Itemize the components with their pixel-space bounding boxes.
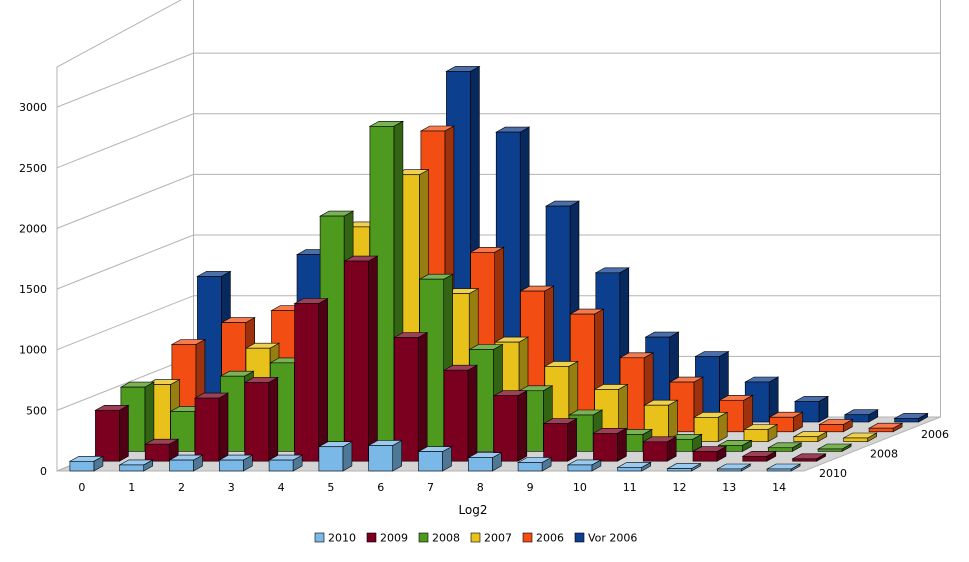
bar (118, 459, 154, 472)
legend-label: 2010 (328, 532, 356, 545)
depth-label: 2006 (921, 428, 949, 441)
legend-swatch (522, 532, 533, 543)
legend-swatch (470, 532, 481, 543)
x-tick-label: 9 (527, 481, 534, 494)
bar (492, 390, 528, 462)
x-tick-label: 4 (278, 481, 285, 494)
gridline (56, 113, 941, 169)
bar (417, 446, 453, 472)
bar (542, 418, 578, 462)
bar (767, 442, 803, 452)
x-tick-label: 14 (772, 481, 786, 494)
bar (867, 422, 904, 433)
bar (293, 297, 329, 462)
bar (667, 433, 703, 452)
bar (816, 443, 853, 452)
x-tick-label: 5 (327, 481, 334, 494)
legend-item: 2009 (366, 532, 408, 545)
legend-swatch (366, 532, 377, 543)
x-tick-label: 2 (178, 481, 185, 494)
bar (442, 364, 479, 462)
gridline (56, 52, 941, 108)
legend-label: Vor 2006 (588, 532, 637, 545)
legend-label: 2007 (484, 532, 512, 545)
x-tick-label: 13 (722, 481, 736, 494)
legend-label: 2006 (536, 532, 564, 545)
bar (642, 436, 678, 462)
x-tick-label: 6 (377, 481, 384, 494)
bar (144, 438, 180, 462)
x-tick-label: 7 (427, 481, 434, 494)
chart-bars (68, 65, 929, 472)
bar (317, 441, 354, 472)
legend-swatch (418, 532, 429, 543)
y-tick-label: 0 (40, 465, 47, 478)
y-tick-label: 500 (26, 404, 47, 417)
bar (467, 452, 503, 472)
bar (792, 431, 828, 443)
x-tick-label: 3 (228, 481, 235, 494)
bar (566, 459, 603, 472)
legend-item: 2008 (418, 532, 460, 545)
bar (843, 409, 879, 423)
legend-label: 2008 (432, 532, 460, 545)
bar (393, 331, 429, 462)
bar (168, 454, 204, 472)
y-tick-label: 1500 (19, 283, 47, 296)
bar (94, 404, 130, 462)
bar (218, 454, 254, 472)
bar (643, 399, 679, 443)
bar (516, 456, 553, 472)
bar (791, 453, 827, 462)
bar (193, 392, 230, 462)
gridline (56, 295, 941, 351)
legend: 2010 2009 2008 2007 2006 Vor 2006 (314, 532, 637, 545)
y-tick-label: 1000 (19, 344, 47, 357)
x-tick-label: 12 (673, 481, 687, 494)
bar (716, 463, 752, 472)
legend-swatch (314, 532, 325, 543)
x-tick-label: 10 (573, 481, 587, 494)
legend-item: 2006 (522, 532, 564, 545)
depth-label: 2010 (819, 467, 847, 480)
bar (592, 427, 628, 462)
legend-item: 2010 (314, 532, 356, 545)
bar (343, 255, 379, 462)
bar (616, 461, 652, 472)
bar (765, 463, 802, 472)
bar (818, 418, 854, 433)
bar (893, 412, 929, 423)
legend-item: 2007 (470, 532, 512, 545)
bar (768, 411, 804, 433)
bar (717, 439, 753, 452)
gridline (56, 234, 941, 290)
bar (666, 463, 702, 472)
x-tick-label: 11 (623, 481, 637, 494)
x-tick-label: 8 (477, 481, 484, 494)
legend-item: Vor 2006 (574, 532, 637, 545)
y-tick-label: 2500 (19, 162, 47, 175)
bar (842, 432, 878, 443)
y-tick-label: 3000 (19, 101, 47, 114)
bar (243, 376, 279, 462)
bar (367, 439, 403, 472)
bar (68, 455, 105, 472)
legend-swatch (574, 532, 585, 543)
x-axis-title: Log2 (458, 503, 487, 517)
legend-label: 2009 (380, 532, 408, 545)
x-tick-label: 0 (78, 481, 85, 494)
gridline (56, 173, 941, 229)
y-tick-label: 2000 (19, 222, 47, 235)
bar (267, 454, 304, 472)
bar (691, 445, 728, 462)
bar (693, 411, 729, 443)
x-tick-label: 1 (128, 481, 135, 494)
bar (741, 450, 777, 462)
bar (742, 423, 779, 443)
depth-label: 2008 (870, 447, 898, 460)
